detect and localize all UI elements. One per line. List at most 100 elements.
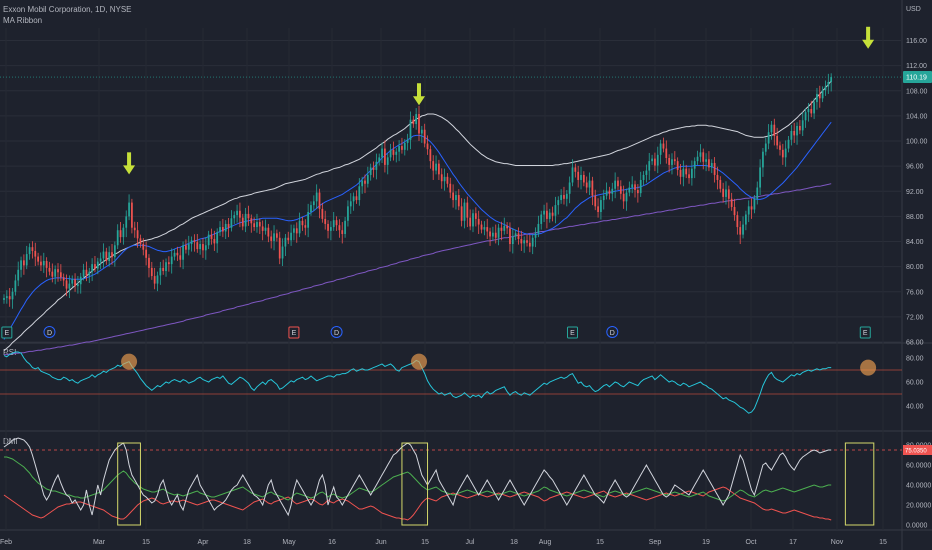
candle-body [443, 176, 446, 182]
candle-body [233, 215, 236, 219]
candle-body [764, 143, 767, 152]
candle-body [608, 190, 611, 194]
candle-body [199, 244, 202, 250]
candle-body [571, 167, 574, 183]
candle-body [696, 156, 699, 162]
candle-body [750, 206, 753, 210]
candle-body [77, 284, 79, 287]
candle-body [813, 102, 815, 114]
candle-body [122, 227, 125, 238]
candle-body [676, 161, 679, 170]
time-axis-tick: Feb [0, 539, 12, 546]
dmi-legend[interactable]: DMI [3, 437, 18, 446]
candle-body [747, 206, 750, 215]
candle-body [449, 183, 452, 193]
candle-body [594, 195, 597, 207]
candle-body [88, 271, 91, 276]
candle-body [239, 210, 241, 218]
candle-body [605, 190, 608, 196]
event-marker-label: D [334, 330, 339, 337]
candle-body [51, 271, 54, 277]
candle-body [781, 149, 784, 158]
candle-body [275, 233, 278, 238]
candle-body [656, 154, 659, 166]
candle-body [455, 195, 457, 201]
candle-body [37, 256, 39, 262]
candle-body [207, 234, 210, 246]
rsi-legend[interactable]: RSI [3, 348, 17, 357]
price-axis-tick: 96.00 [906, 164, 924, 171]
candle-body [179, 255, 182, 260]
candle-body [128, 202, 130, 217]
candle-body [113, 245, 116, 258]
candle-body [520, 239, 523, 244]
candle-body [3, 298, 5, 300]
candle-body [816, 93, 818, 103]
candle-body [150, 267, 153, 277]
candle-body [739, 227, 742, 235]
earnings-event-icon [859, 326, 871, 339]
candle-body [65, 280, 68, 289]
candle-body [17, 269, 20, 281]
candle-body [494, 232, 497, 238]
candle-body [423, 129, 426, 144]
candle-body [801, 120, 804, 131]
candle-body [341, 230, 344, 234]
candle-body [358, 186, 361, 201]
event-marker-label: D [610, 330, 615, 337]
candle-body [321, 208, 324, 219]
candle-body [278, 237, 281, 259]
candle-body [591, 180, 594, 196]
candle-body [224, 223, 227, 232]
candle-body [690, 168, 693, 179]
candle-body [156, 275, 159, 284]
rsi-axis-tick: 60.00 [906, 380, 924, 387]
candle-body [506, 225, 508, 229]
candle-body [170, 256, 173, 265]
candle-body [392, 149, 395, 155]
candle-body [253, 223, 256, 228]
candle-body [727, 189, 730, 199]
candle-body [577, 171, 580, 180]
candle-body [48, 267, 51, 272]
candle-body [287, 237, 290, 241]
highlight-arrow-icon [127, 152, 132, 167]
candle-body [378, 157, 381, 162]
candle-body [429, 149, 432, 162]
candle-body [509, 228, 511, 245]
candle-body [8, 296, 11, 300]
candle-body [290, 232, 292, 241]
candle-body [25, 254, 28, 266]
event-marker-label: E [570, 330, 575, 337]
candle-body [565, 193, 568, 199]
candle-body [818, 93, 821, 99]
indicator-legend-ma-ribbon[interactable]: MA Ribbon [3, 16, 43, 25]
candle-body [295, 228, 298, 234]
price-axis-tick: 108.00 [906, 88, 928, 95]
candle-body [241, 217, 244, 227]
candle-body [361, 180, 364, 187]
candle-body [185, 245, 187, 250]
candle-body [654, 158, 656, 166]
dividend-event-icon [330, 326, 343, 338]
rsi-highlight-circle [860, 359, 877, 376]
candle-body [40, 261, 42, 266]
candle-body [503, 225, 506, 231]
candle-body [426, 143, 429, 150]
candle-body [554, 205, 557, 216]
candle-body [230, 218, 233, 228]
candle-body [804, 112, 807, 121]
candle-body [722, 188, 725, 197]
candle-body [196, 242, 199, 250]
dmi-highlight-box [401, 442, 429, 526]
candle-body [193, 240, 196, 243]
candle-body [790, 130, 793, 140]
rsi-axis-tick: 40.00 [906, 404, 924, 411]
candle-body [54, 269, 57, 277]
event-marker-label: D [47, 330, 52, 337]
candle-body [563, 195, 565, 199]
candle-body [57, 269, 59, 273]
candle-body [307, 212, 310, 228]
time-axis-tick: May [282, 539, 296, 546]
